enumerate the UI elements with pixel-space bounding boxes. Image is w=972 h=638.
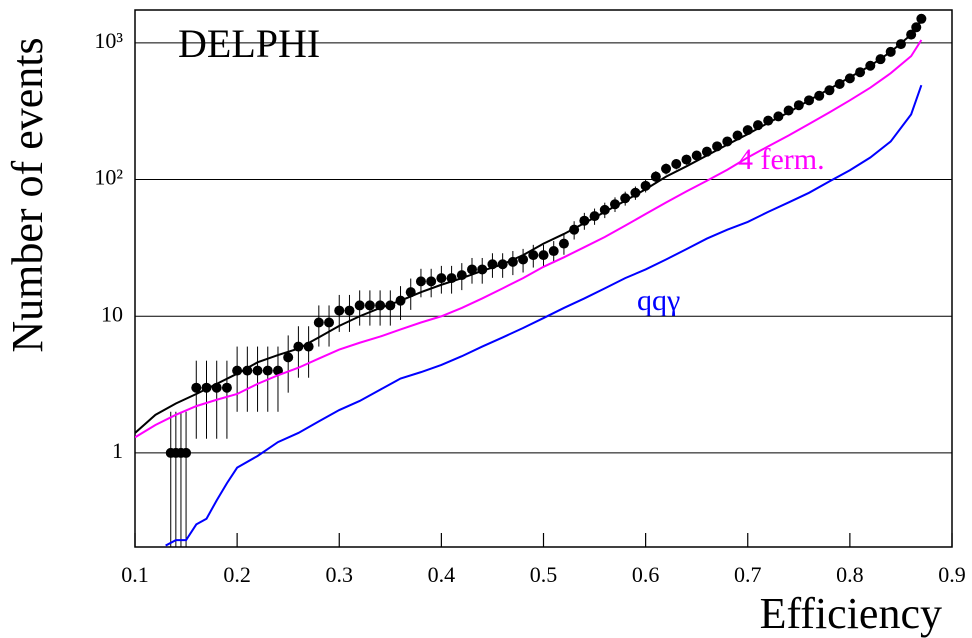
x-axis-label: Efficiency [760, 589, 942, 638]
data-point [313, 317, 324, 328]
x-tick-label: 0.4 [428, 562, 456, 587]
data-point [221, 382, 232, 393]
data-point [436, 273, 447, 284]
series-line [165, 84, 923, 547]
data-point [272, 365, 283, 376]
data-point [548, 246, 559, 257]
data-point [415, 276, 426, 287]
y-tick-label: 1 [112, 438, 123, 463]
y-axis-label: Number of events [3, 37, 52, 352]
data-point [242, 365, 253, 376]
data-point [364, 300, 375, 311]
x-tick-label: 0.1 [121, 562, 149, 587]
data-point [681, 154, 692, 165]
data-point [426, 276, 437, 287]
data-point [262, 365, 273, 376]
data-point [181, 447, 192, 458]
y-tick-label: 10³ [94, 28, 123, 53]
data-point [650, 171, 661, 182]
data-point [558, 238, 569, 249]
x-tick-label: 0.9 [938, 562, 966, 587]
x-tick-label: 0.3 [326, 562, 354, 587]
y-tick-label: 10² [94, 165, 123, 190]
data-point [344, 305, 355, 316]
data-point [538, 250, 549, 261]
series-line [135, 20, 923, 434]
data-point [620, 193, 631, 204]
x-tick-label: 0.6 [632, 562, 660, 587]
plot-area [135, 13, 927, 547]
annotation: 4 ferm. [738, 143, 825, 176]
data-point [283, 352, 294, 363]
chart-title: DELPHI [178, 21, 320, 66]
data-point [916, 13, 927, 24]
data-point [579, 215, 590, 226]
data-point [691, 150, 702, 161]
y-tick-label: 10 [101, 301, 123, 326]
x-tick-label: 0.7 [734, 562, 762, 587]
data-point [354, 300, 365, 311]
data-point [191, 382, 202, 393]
data-point [467, 264, 478, 275]
data-point [671, 158, 682, 169]
data-point [334, 305, 345, 316]
data-point [661, 163, 672, 174]
data-point [324, 317, 335, 328]
data-point [528, 250, 539, 261]
x-tick-label: 0.2 [223, 562, 251, 587]
x-tick-label: 0.8 [836, 562, 864, 587]
series-line [135, 39, 923, 439]
x-tick-label: 0.5 [530, 562, 558, 587]
data-point [252, 365, 263, 376]
annotation: qqγ [637, 284, 680, 317]
